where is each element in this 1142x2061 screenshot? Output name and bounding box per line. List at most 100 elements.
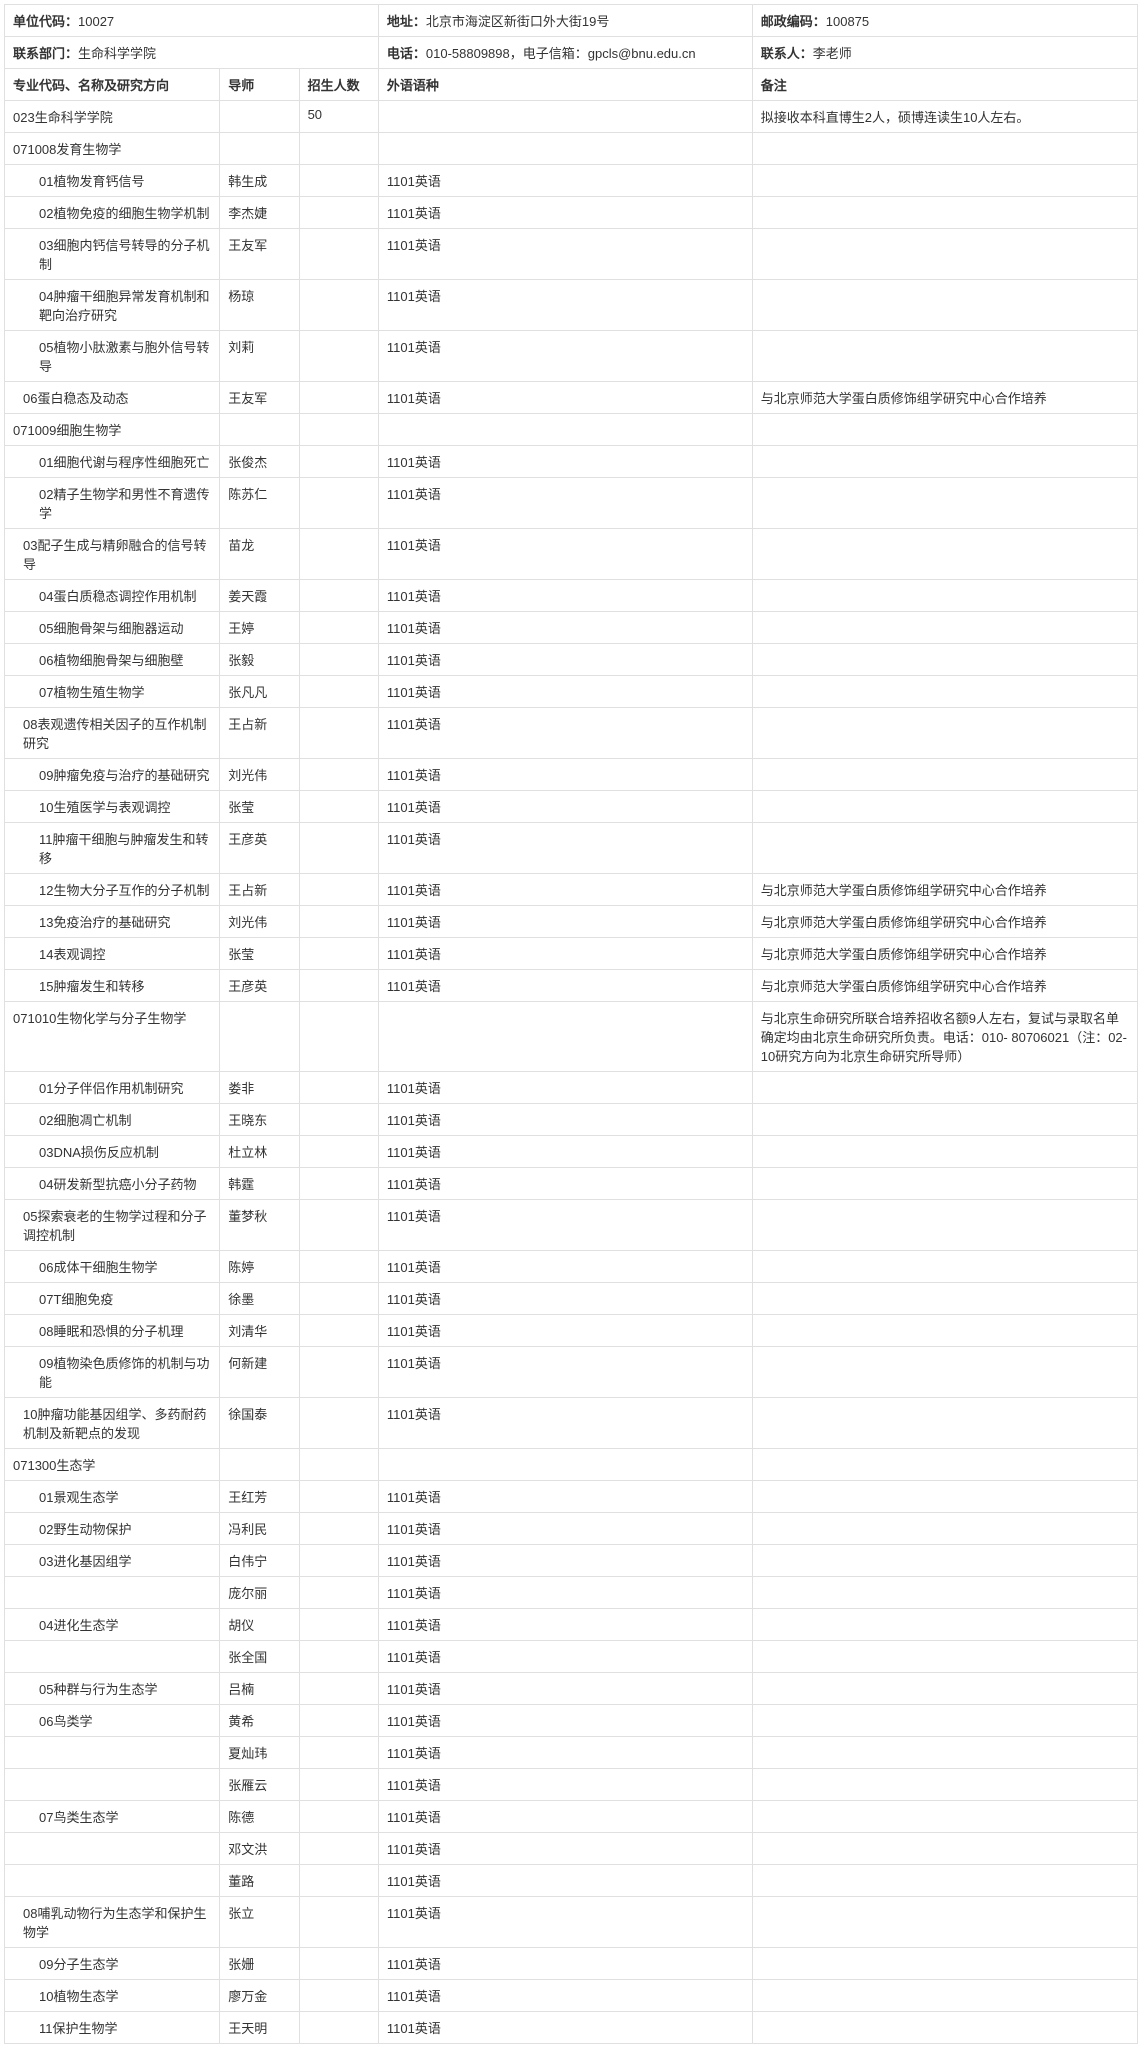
quota-cell: 50 <box>299 101 378 133</box>
lang-cell: 1101英语 <box>378 1897 752 1948</box>
advisor-cell: 刘清华 <box>220 1315 299 1347</box>
table-row: 10生殖医学与表观调控张莹1101英语 <box>5 791 1138 823</box>
major-cell: 09植物染色质修饰的机制与功能 <box>5 1347 220 1398</box>
quota-cell <box>299 1168 378 1200</box>
major-cell: 06鸟类学 <box>5 1705 220 1737</box>
quota-cell <box>299 2012 378 2044</box>
lang-cell: 1101英语 <box>378 331 752 382</box>
lang-cell: 1101英语 <box>378 874 752 906</box>
advisor-cell: 陈苏仁 <box>220 478 299 529</box>
advisor-cell: 陈德 <box>220 1801 299 1833</box>
table-row: 03细胞内钙信号转导的分子机制王友军1101英语 <box>5 229 1138 280</box>
quota-cell <box>299 1737 378 1769</box>
advisor-cell: 吕楠 <box>220 1673 299 1705</box>
major-cell: 071010生物化学与分子生物学 <box>5 1002 220 1072</box>
advisor-cell: 刘莉 <box>220 331 299 382</box>
advisor-cell: 杜立林 <box>220 1136 299 1168</box>
advisor-cell: 张毅 <box>220 644 299 676</box>
major-cell: 15肿瘤发生和转移 <box>5 970 220 1002</box>
quota-cell <box>299 1481 378 1513</box>
table-row: 03进化基因组学白伟宁1101英语 <box>5 1545 1138 1577</box>
remark-cell <box>752 676 1137 708</box>
table-row: 07T细胞免疫徐墨1101英语 <box>5 1283 1138 1315</box>
major-cell: 08表观遗传相关因子的互作机制研究 <box>5 708 220 759</box>
advisor-cell: 韩生成 <box>220 165 299 197</box>
lang-cell: 1101英语 <box>378 382 752 414</box>
table-row: 023生命科学学院50拟接收本科直博生2人，硕博连读生10人左右。 <box>5 101 1138 133</box>
remark-cell: 与北京师范大学蛋白质修饰组学研究中心合作培养 <box>752 938 1137 970</box>
remark-cell <box>752 1481 1137 1513</box>
lang-cell: 1101英语 <box>378 612 752 644</box>
table-row: 071300生态学 <box>5 1449 1138 1481</box>
lang-cell: 1101英语 <box>378 1315 752 1347</box>
advisor-cell: 张莹 <box>220 791 299 823</box>
table-row: 03DNA损伤反应机制杜立林1101英语 <box>5 1136 1138 1168</box>
quota-cell <box>299 1673 378 1705</box>
table-row: 张雁云1101英语 <box>5 1769 1138 1801</box>
quota-cell <box>299 529 378 580</box>
lang-cell: 1101英语 <box>378 676 752 708</box>
col-advisor: 导师 <box>220 69 299 101</box>
advisor-cell <box>220 1002 299 1072</box>
advisor-cell: 王友军 <box>220 382 299 414</box>
remark-cell <box>752 1577 1137 1609</box>
table-row: 15肿瘤发生和转移王彦英1101英语与北京师范大学蛋白质修饰组学研究中心合作培养 <box>5 970 1138 1002</box>
major-cell: 01植物发育钙信号 <box>5 165 220 197</box>
quota-cell <box>299 644 378 676</box>
quota-cell <box>299 1897 378 1948</box>
table-row: 01景观生态学王红芳1101英语 <box>5 1481 1138 1513</box>
advisor-cell: 邓文洪 <box>220 1833 299 1865</box>
table-row: 01分子伴侣作用机制研究娄非1101英语 <box>5 1072 1138 1104</box>
table-row: 12生物大分子互作的分子机制王占新1101英语与北京师范大学蛋白质修饰组学研究中… <box>5 874 1138 906</box>
major-cell: 02细胞凋亡机制 <box>5 1104 220 1136</box>
remark-cell <box>752 1072 1137 1104</box>
lang-cell: 1101英语 <box>378 906 752 938</box>
lang-cell: 1101英语 <box>378 1641 752 1673</box>
major-cell: 071300生态学 <box>5 1449 220 1481</box>
advisor-cell: 张莹 <box>220 938 299 970</box>
table-row: 06蛋白稳态及动态王友军1101英语与北京师范大学蛋白质修饰组学研究中心合作培养 <box>5 382 1138 414</box>
major-cell: 09分子生态学 <box>5 1948 220 1980</box>
quota-cell <box>299 331 378 382</box>
remark-cell <box>752 414 1137 446</box>
major-cell: 02精子生物学和男性不育遗传学 <box>5 478 220 529</box>
table-row: 04蛋白质稳态调控作用机制姜天霞1101英语 <box>5 580 1138 612</box>
major-cell: 01分子伴侣作用机制研究 <box>5 1072 220 1104</box>
major-cell: 09肿瘤免疫与治疗的基础研究 <box>5 759 220 791</box>
postcode-label: 邮政编码： <box>761 14 826 29</box>
quota-cell <box>299 823 378 874</box>
major-cell: 071009细胞生物学 <box>5 414 220 446</box>
major-cell: 03DNA损伤反应机制 <box>5 1136 220 1168</box>
postcode-value: 100875 <box>826 14 869 29</box>
advisor-cell: 何新建 <box>220 1347 299 1398</box>
info-row-2: 联系部门：生命科学学院 电话：010-58809898，电子信箱：gpcls@b… <box>5 37 1138 69</box>
quota-cell <box>299 1577 378 1609</box>
table-row: 02精子生物学和男性不育遗传学陈苏仁1101英语 <box>5 478 1138 529</box>
col-major: 专业代码、名称及研究方向 <box>5 69 220 101</box>
quota-cell <box>299 1865 378 1897</box>
table-row: 11肿瘤干细胞与肿瘤发生和转移王彦英1101英语 <box>5 823 1138 874</box>
major-cell: 03进化基因组学 <box>5 1545 220 1577</box>
quota-cell <box>299 612 378 644</box>
unit-code-cell: 单位代码：10027 <box>5 5 379 37</box>
quota-cell <box>299 229 378 280</box>
major-cell: 10植物生态学 <box>5 1980 220 2012</box>
advisor-cell: 杨琼 <box>220 280 299 331</box>
lang-cell: 1101英语 <box>378 1072 752 1104</box>
remark-cell <box>752 1315 1137 1347</box>
major-cell: 03细胞内钙信号转导的分子机制 <box>5 229 220 280</box>
lang-cell: 1101英语 <box>378 1801 752 1833</box>
advisor-cell: 李杰婕 <box>220 197 299 229</box>
remark-cell <box>752 1609 1137 1641</box>
advisor-cell: 张俊杰 <box>220 446 299 478</box>
table-row: 071008发育生物学 <box>5 133 1138 165</box>
remark-cell <box>752 1769 1137 1801</box>
lang-cell <box>378 1449 752 1481</box>
major-cell: 14表观调控 <box>5 938 220 970</box>
quota-cell <box>299 938 378 970</box>
lang-cell: 1101英语 <box>378 1251 752 1283</box>
lang-cell <box>378 1002 752 1072</box>
lang-cell: 1101英语 <box>378 1833 752 1865</box>
advisor-cell: 黄希 <box>220 1705 299 1737</box>
major-cell: 10肿瘤功能基因组学、多药耐药机制及新靶点的发现 <box>5 1398 220 1449</box>
